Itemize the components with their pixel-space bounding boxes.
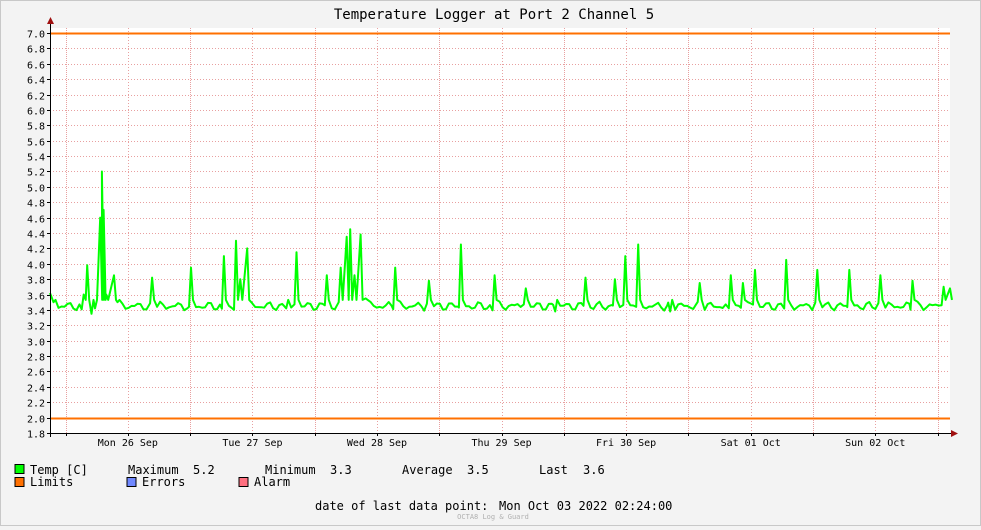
stat-min-label: Minimum (265, 463, 316, 477)
x-tick-label: Tue 27 Sep (222, 438, 282, 449)
x-tick-label: Wed 28 Sep (347, 438, 407, 449)
y-tick-label: 2.0 (27, 415, 45, 426)
y-axis-arrow-icon (47, 17, 54, 24)
legend-temp-label: Temp [C] (30, 463, 88, 477)
y-tick-label: 7.0 (27, 30, 45, 41)
y-tick-label: 5.8 (27, 122, 45, 133)
temp-series-line (49, 170, 953, 315)
y-tick-label: 3.0 (27, 338, 45, 349)
x-tick-label: Sat 01 Oct (721, 438, 781, 449)
y-tick-label: 6.2 (27, 92, 45, 103)
legend: Temp [C] Maximum 5.2 Minimum 3.3 Average… (14, 463, 605, 489)
last-data-point-label: date of last data point: (315, 499, 488, 513)
stat-min-value: 3.3 (330, 463, 352, 477)
y-tick-label: 4.8 (27, 199, 45, 210)
x-axis-arrow-icon (951, 430, 958, 437)
y-tick-label: 5.4 (27, 153, 45, 164)
y-tick-label: 5.2 (27, 168, 45, 179)
y-axis-ticks: 1.8 2.0 2.2 2.4 2.6 2.8 3.0 3.2 3.4 3.6 3.8 4.0 4.2 4… (27, 30, 50, 441)
series-layer (49, 170, 953, 315)
y-tick-label: 4.4 (27, 230, 45, 241)
y-tick-label: 1.8 (27, 430, 45, 441)
stat-avg-label: Average (402, 463, 453, 477)
stat-last-label: Last (539, 463, 568, 477)
stat-max-label: Maximum (128, 463, 179, 477)
y-tick-label: 3.8 (27, 276, 45, 287)
y-tick-label: 4.2 (27, 245, 45, 256)
legend-errors-swatch (126, 477, 137, 487)
x-tick-label: Mon 26 Sep (98, 438, 158, 449)
plot-area (50, 28, 950, 433)
y-tick-label: 5.0 (27, 184, 45, 195)
y-tick-label: 5.6 (27, 138, 45, 149)
y-tick-label: 3.2 (27, 322, 45, 333)
y-tick-label: 3.6 (27, 292, 45, 303)
watermark: OCTA8 Log & Guard (457, 513, 529, 521)
stat-max-value: 5.2 (193, 463, 215, 477)
legend-alarm-swatch (238, 477, 249, 487)
y-tick-label: 2.8 (27, 353, 45, 364)
y-tick-label: 2.2 (27, 399, 45, 410)
legend-errors-label: Errors (142, 475, 185, 489)
y-tick-label: 6.6 (27, 61, 45, 72)
legend-limits-label: Limits (30, 475, 73, 489)
y-tick-label: 6.4 (27, 76, 45, 87)
last-data-point-value: Mon Oct 03 2022 02:24:00 (499, 499, 672, 513)
y-tick-label: 2.6 (27, 368, 45, 379)
y-tick-label: 6.8 (27, 45, 45, 56)
x-tick-label: Sun 02 Oct (845, 438, 905, 449)
legend-limits-swatch (14, 477, 25, 487)
y-tick-label: 2.4 (27, 384, 45, 395)
x-axis-ticks: Mon 26 Sep Tue 27 Sep Wed 28 Sep Thu 29 Sep… (66, 433, 939, 449)
axes (47, 17, 958, 437)
limit-lines (50, 32, 950, 420)
stat-last-value: 3.6 (583, 463, 605, 477)
legend-alarm-label: Alarm (254, 475, 290, 489)
stat-avg-value: 3.5 (467, 463, 489, 477)
x-tick-label: Fri 30 Sep (596, 438, 656, 449)
y-tick-label: 4.6 (27, 215, 45, 226)
x-tick-label: Thu 29 Sep (471, 438, 531, 449)
y-tick-label: 6.0 (27, 107, 45, 118)
legend-temp-swatch (14, 464, 25, 474)
chart-title: Temperature Logger at Port 2 Channel 5 (334, 7, 654, 23)
y-tick-label: 4.0 (27, 261, 45, 272)
y-tick-label: 3.4 (27, 307, 45, 318)
